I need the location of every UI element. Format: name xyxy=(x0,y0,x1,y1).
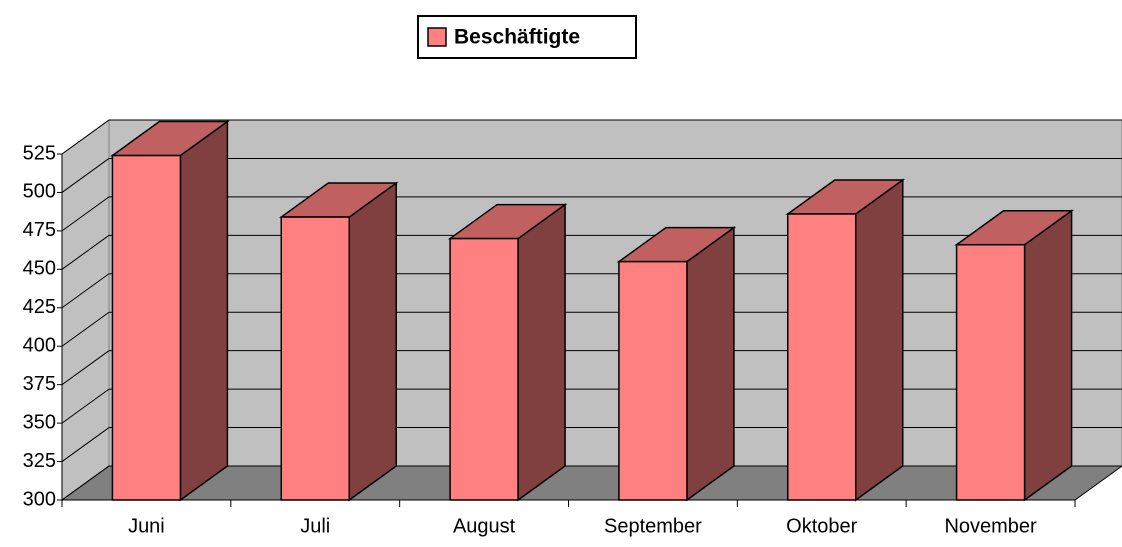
x-tick-label: Juni xyxy=(128,515,165,537)
legend-label: Beschäftigte xyxy=(454,26,580,49)
side-wall xyxy=(61,119,110,501)
y-tick-label: 475 xyxy=(23,219,56,241)
y-tick-label: 325 xyxy=(23,450,56,472)
bar-side xyxy=(517,203,566,502)
bar xyxy=(955,243,1026,501)
bar-side xyxy=(855,178,904,502)
bar-side xyxy=(348,181,397,502)
bar xyxy=(111,154,182,501)
bar xyxy=(618,260,688,501)
y-tick-label: 450 xyxy=(23,258,56,280)
x-tick-label: November xyxy=(944,515,1037,537)
y-tick-label: 375 xyxy=(23,373,56,395)
x-tick-label: August xyxy=(453,515,516,537)
grid-line xyxy=(61,234,110,270)
y-tick-label: 500 xyxy=(23,181,56,203)
x-tick-label: Oktober xyxy=(786,515,857,537)
bar xyxy=(280,216,350,501)
y-tick-label: 400 xyxy=(23,335,56,357)
legend-swatch xyxy=(427,27,447,47)
grid-line xyxy=(61,465,110,501)
x-tick-label: Juli xyxy=(300,515,330,537)
grid-line xyxy=(61,158,110,193)
legend-box xyxy=(417,15,637,59)
bar xyxy=(449,237,519,501)
grid-line xyxy=(61,427,110,462)
grid-line xyxy=(61,350,110,386)
grid-line xyxy=(61,388,110,424)
grid-line xyxy=(61,119,110,155)
grid-line xyxy=(61,196,110,232)
grid-line xyxy=(61,311,110,347)
bar-side xyxy=(1023,209,1073,502)
bar-side xyxy=(686,226,735,502)
bar xyxy=(787,213,857,501)
y-tick-label: 350 xyxy=(23,411,56,433)
y-tick-label: 525 xyxy=(23,142,56,164)
y-tick-label: 300 xyxy=(23,488,56,510)
bar-side xyxy=(179,120,229,502)
x-tick-label: September xyxy=(604,515,702,537)
grid-line xyxy=(61,273,110,309)
y-tick-label: 425 xyxy=(23,296,56,318)
